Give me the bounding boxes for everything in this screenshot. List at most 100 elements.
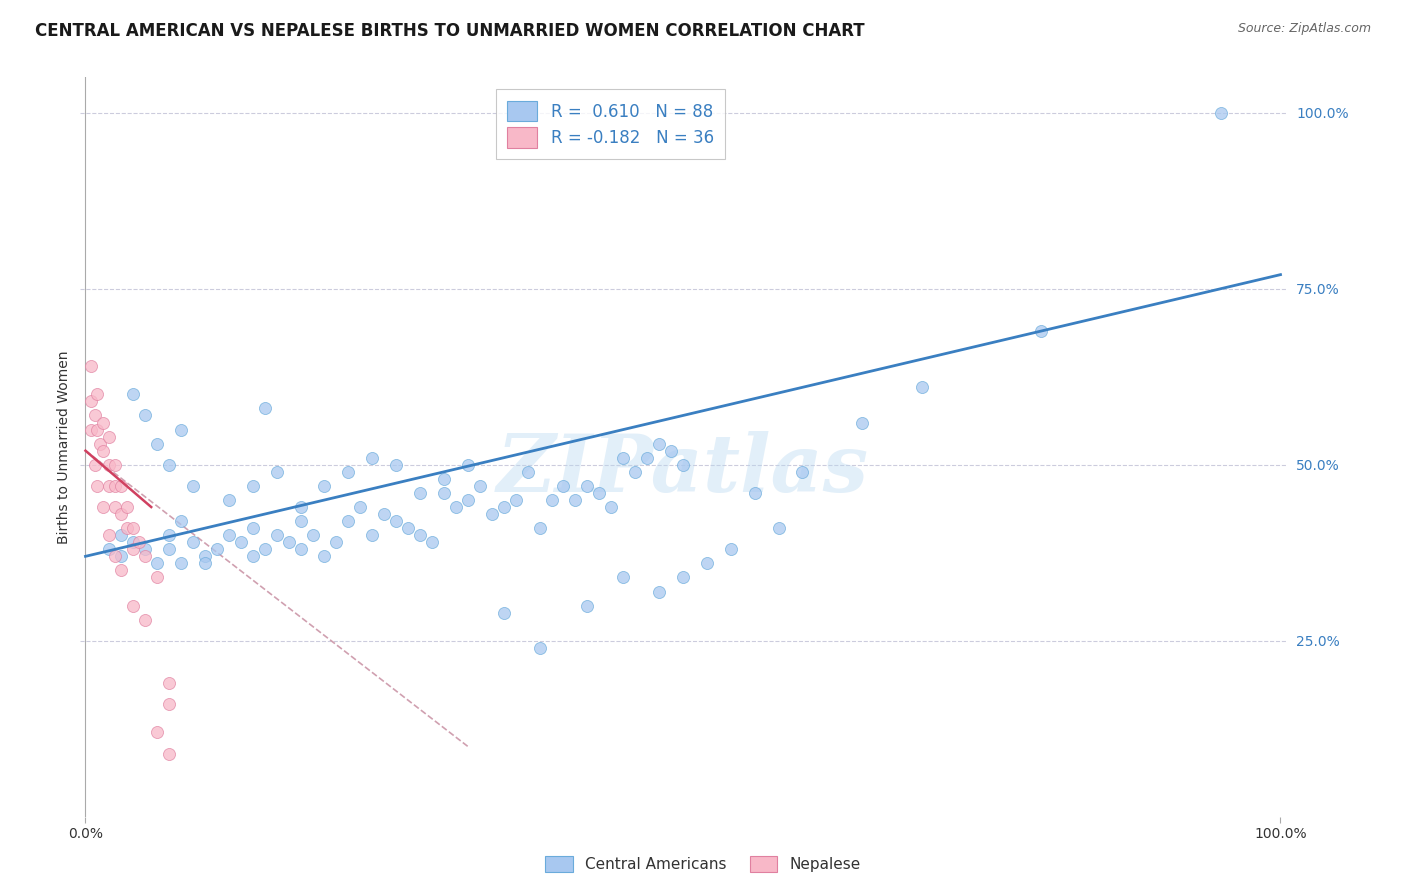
Point [93,500,115,514]
Point [672,458,695,472]
Point [146,557,169,571]
Point [134,409,156,423]
Point [170,514,193,528]
Point [277,535,299,549]
Point [80,394,103,409]
Point [444,500,467,514]
Point [110,549,132,564]
Point [122,521,145,535]
Point [170,557,193,571]
Point [194,549,217,564]
Point [157,458,180,472]
Point [612,570,634,584]
Point [98,528,121,542]
Point [218,493,240,508]
Point [720,542,742,557]
Point [218,528,240,542]
Point [385,514,408,528]
Point [157,528,180,542]
Point [93,416,115,430]
Point [768,521,790,535]
Point [110,507,132,521]
Point [529,640,551,655]
Point [792,465,814,479]
Point [505,493,527,508]
Point [122,387,145,401]
Point [612,450,634,465]
Point [492,606,515,620]
Point [337,514,360,528]
Point [205,542,228,557]
Point [253,542,276,557]
Point [325,535,347,549]
Point [361,528,384,542]
Point [385,458,408,472]
Point [553,479,575,493]
Point [122,535,145,549]
Point [146,436,169,450]
Point [98,458,121,472]
Point [433,472,456,486]
Text: ZIPatlas: ZIPatlas [496,431,869,508]
Point [266,465,288,479]
Point [157,542,180,557]
Point [468,479,491,493]
Point [80,359,103,374]
Legend: R =  0.610   N = 88, R = -0.182   N = 36: R = 0.610 N = 88, R = -0.182 N = 36 [496,89,725,160]
Point [134,613,156,627]
Point [492,500,515,514]
Point [98,429,121,443]
Point [659,443,682,458]
Point [98,542,121,557]
Point [253,401,276,416]
Point [648,436,671,450]
Point [84,409,107,423]
Point [122,599,145,613]
Point [242,521,264,535]
Point [104,500,127,514]
Point [911,380,934,394]
Point [117,500,139,514]
Point [104,549,127,564]
Point [290,500,312,514]
Point [564,493,586,508]
Point [433,486,456,500]
Point [576,599,599,613]
Point [98,479,121,493]
Point [86,423,108,437]
Point [290,542,312,557]
Legend: Central Americans, Nepalese: Central Americans, Nepalese [538,848,868,880]
Point [672,570,695,584]
Point [146,725,169,739]
Point [84,458,107,472]
Point [117,521,139,535]
Point [576,479,599,493]
Point [314,479,336,493]
Point [110,479,132,493]
Point [349,500,371,514]
Point [86,479,108,493]
Point [242,549,264,564]
Point [420,535,443,549]
Point [600,500,623,514]
Point [481,507,503,521]
Point [80,423,103,437]
Point [146,570,169,584]
Point [290,514,312,528]
Point [301,528,323,542]
Point [170,423,193,437]
Point [157,697,180,711]
Point [1209,105,1232,120]
Point [181,535,204,549]
Point [122,542,145,557]
Point [104,479,127,493]
Point [636,450,658,465]
Point [516,465,538,479]
Point [157,747,180,761]
Point [624,465,647,479]
Point [457,458,479,472]
Point [86,387,108,401]
Point [409,528,432,542]
Y-axis label: Births to Unmarried Women: Births to Unmarried Women [58,351,72,544]
Point [314,549,336,564]
